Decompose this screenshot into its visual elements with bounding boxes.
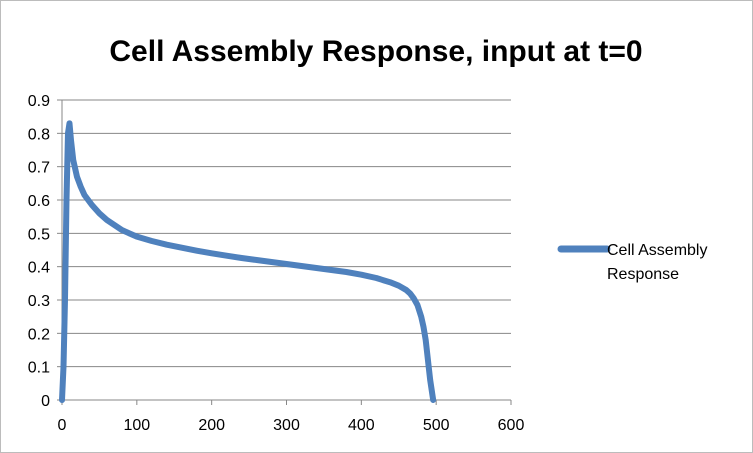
x-tick-labels: 0 100 200 300 400 500 600 (58, 417, 525, 434)
y-tick-label: 0.1 (28, 360, 50, 377)
y-tick-label: 0 (41, 393, 50, 410)
gridlines (62, 99, 511, 368)
x-tick-label: 0 (58, 417, 67, 434)
axes (57, 99, 512, 405)
y-tick-label: 0.6 (28, 193, 50, 210)
y-tick-label: 0.8 (28, 126, 50, 143)
x-tick-label: 400 (348, 417, 375, 434)
x-tick-label: 200 (198, 417, 225, 434)
x-tick-label: 600 (498, 417, 525, 434)
legend-label-line1: Cell Assembly (607, 242, 707, 259)
series-group (59, 120, 437, 403)
chart-title: Cell Assembly Response, input at t=0 (109, 35, 642, 68)
x-tick-label: 100 (123, 417, 150, 434)
legend-label-line2: Response (607, 266, 679, 283)
y-tick-label: 0.3 (28, 293, 50, 310)
x-tick-label: 300 (273, 417, 300, 434)
y-tick-labels: 0 0.1 0.2 0.3 0.4 0.5 0.6 0.7 0.8 0.9 (28, 93, 50, 410)
y-tick-label: 0.4 (28, 260, 50, 277)
series-line (59, 120, 437, 403)
legend: Cell Assembly Response (557, 242, 707, 283)
x-tick-label: 500 (423, 417, 450, 434)
y-tick-label: 0.7 (28, 160, 50, 177)
y-tick-label: 0.9 (28, 93, 50, 110)
y-tick-label: 0.5 (28, 226, 50, 243)
y-tick-label: 0.2 (28, 326, 50, 343)
